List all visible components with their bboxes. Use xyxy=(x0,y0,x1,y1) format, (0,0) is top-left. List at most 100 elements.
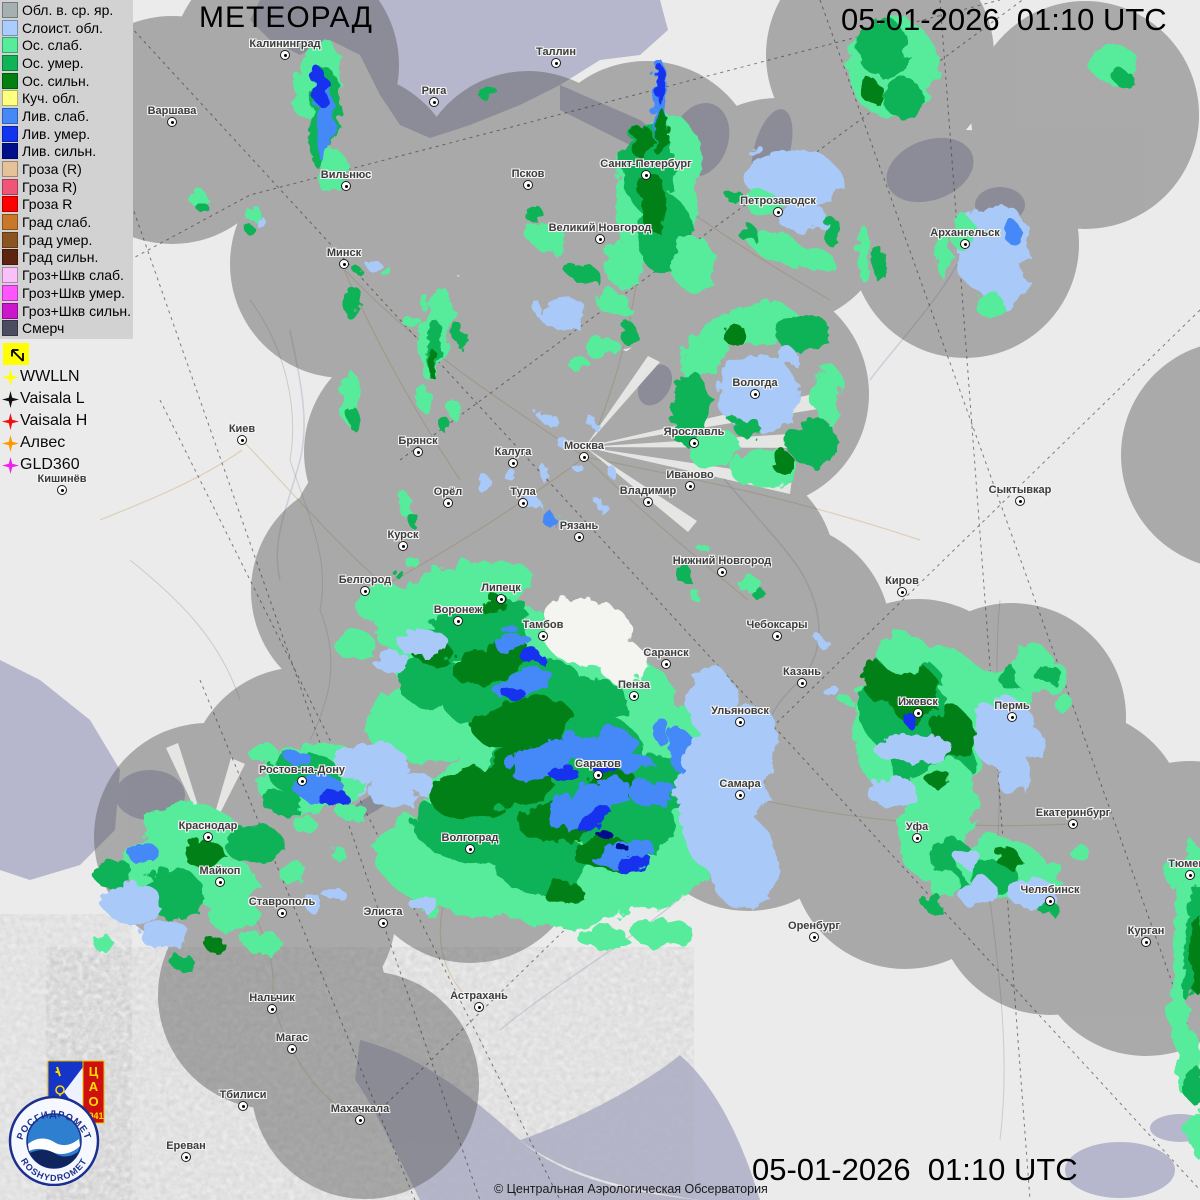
terrain-texture-caucasus xyxy=(100,970,640,1200)
city-marker xyxy=(360,586,370,596)
city-marker xyxy=(181,1152,191,1162)
precipitation-blob xyxy=(330,625,370,655)
precipitation-blob xyxy=(451,638,529,682)
city-label: Челябинск xyxy=(1020,884,1080,896)
precipitation-blob xyxy=(393,488,407,512)
city-label: Калуга xyxy=(494,446,532,458)
legend-swatch xyxy=(2,214,18,231)
precipitation-blob xyxy=(540,595,580,625)
precipitation-blob xyxy=(473,81,493,95)
radar-coverage-circle xyxy=(1121,346,1200,564)
precipitation-blob xyxy=(240,220,250,230)
precipitation-blob xyxy=(545,762,575,778)
legend-label: Гроз+Шкв слаб. xyxy=(22,267,124,284)
city-label: Иваново xyxy=(666,469,714,481)
precipitation-blob xyxy=(660,145,670,175)
precipitation-blob xyxy=(853,222,867,278)
precipitation-blob xyxy=(875,630,925,670)
precipitation-blob xyxy=(788,242,832,268)
city-label: Рига xyxy=(421,85,447,97)
legend-item: Ос. умер. xyxy=(1,54,133,72)
lightning-source-item: Vaisala H xyxy=(2,410,87,432)
city-label: Екатеринбург xyxy=(1035,807,1111,819)
precipitation-blob xyxy=(449,320,461,340)
precipitation-blob xyxy=(290,86,310,114)
precipitation-blob xyxy=(275,860,305,880)
legend-label: Ос. сильн. xyxy=(22,72,90,89)
city-marker xyxy=(643,497,653,507)
city-marker xyxy=(689,438,699,448)
city-label: Тюмень xyxy=(1168,858,1200,870)
city-marker xyxy=(641,170,651,180)
precipitation-blob xyxy=(1162,855,1178,885)
city-label: Варшава xyxy=(147,105,197,117)
precipitation-layer xyxy=(90,15,1200,1155)
lightning-source-item: Vaisala L xyxy=(2,388,87,410)
precipitation-blob xyxy=(535,462,545,478)
precipitation-blob xyxy=(839,695,851,705)
precipitation-blob xyxy=(310,67,326,103)
city-label: Нижний Новгород xyxy=(672,555,772,567)
precipitation-blob xyxy=(555,675,625,725)
city-label: Ярославль xyxy=(663,426,725,438)
legend-label: Гроза (R) xyxy=(22,161,82,178)
legend-item: Ос. сильн. xyxy=(1,72,133,90)
legend-item: Град умер. xyxy=(1,231,133,249)
precipitation-blob xyxy=(586,414,594,426)
legend-swatch xyxy=(2,196,18,213)
city-marker xyxy=(579,452,589,462)
precipitation-blob xyxy=(920,890,940,910)
legend-item: Куч. обл. xyxy=(1,89,133,107)
precipitation-blob xyxy=(135,915,185,945)
precipitation-blob xyxy=(650,718,670,742)
lightning-sources-legend: WWLLN Vaisala L Vaisala H Алвес GLD360 xyxy=(2,366,87,476)
city-marker xyxy=(203,832,213,842)
precipitation-blob xyxy=(520,202,540,218)
precipitation-blob xyxy=(610,750,650,770)
city-label: Пермь xyxy=(994,700,1030,712)
precipitation-blob xyxy=(252,215,264,225)
city-label: Ставрополь xyxy=(248,896,316,908)
city-label: Санкт-Петербург xyxy=(600,158,692,170)
radar-coverage-circle xyxy=(1032,828,1200,1056)
city-label: Тамбов xyxy=(522,619,564,631)
precipitation-blob xyxy=(402,555,418,565)
precipitation-blob xyxy=(636,170,664,230)
legend-label: Гроза R) xyxy=(22,178,78,195)
precipitation-blob xyxy=(1110,67,1130,83)
city-marker xyxy=(341,181,351,191)
city-marker xyxy=(297,776,307,786)
precipitation-blob xyxy=(685,424,735,466)
beam-blockage-wedge xyxy=(585,447,792,494)
city-label: Орёл xyxy=(433,486,463,498)
precipitation-blob xyxy=(523,219,567,251)
precipitation-blob xyxy=(993,845,1017,865)
precipitation-blob xyxy=(810,360,840,420)
precipitation-blob xyxy=(365,775,415,805)
page-title: МЕТЕОРАД xyxy=(199,1,373,34)
city-marker xyxy=(797,678,807,688)
precipitation-blob xyxy=(748,585,762,595)
precipitation-blob xyxy=(925,865,955,895)
city-label: Ереван xyxy=(166,1140,206,1152)
precipitation-blob xyxy=(395,625,445,655)
legend-label: Гроз+Шкв умер. xyxy=(22,284,126,301)
datetime-bottom: 05-01-2026 01:10 UTC xyxy=(752,1152,1078,1187)
legend-swatch xyxy=(2,249,18,266)
precipitation-blob xyxy=(685,665,735,735)
precipitation-blob xyxy=(330,742,390,778)
precipitation-blob xyxy=(315,785,345,805)
precipitation-blob xyxy=(860,660,900,700)
precipitation-blob xyxy=(672,370,708,430)
legend-swatch xyxy=(2,19,18,36)
city-label: Ульяновск xyxy=(711,705,769,717)
precipitation-blob xyxy=(602,235,638,285)
precipitation-blob xyxy=(870,730,950,760)
lightning-source-item: Алвес xyxy=(2,432,87,454)
precipitation-blob xyxy=(260,788,300,812)
precipitation-blob xyxy=(345,403,355,427)
precipitation-blob xyxy=(242,928,278,952)
legend-swatch xyxy=(2,161,18,178)
city-label: Оренбург xyxy=(788,920,840,932)
city-label: Сыктывкар xyxy=(988,484,1052,496)
